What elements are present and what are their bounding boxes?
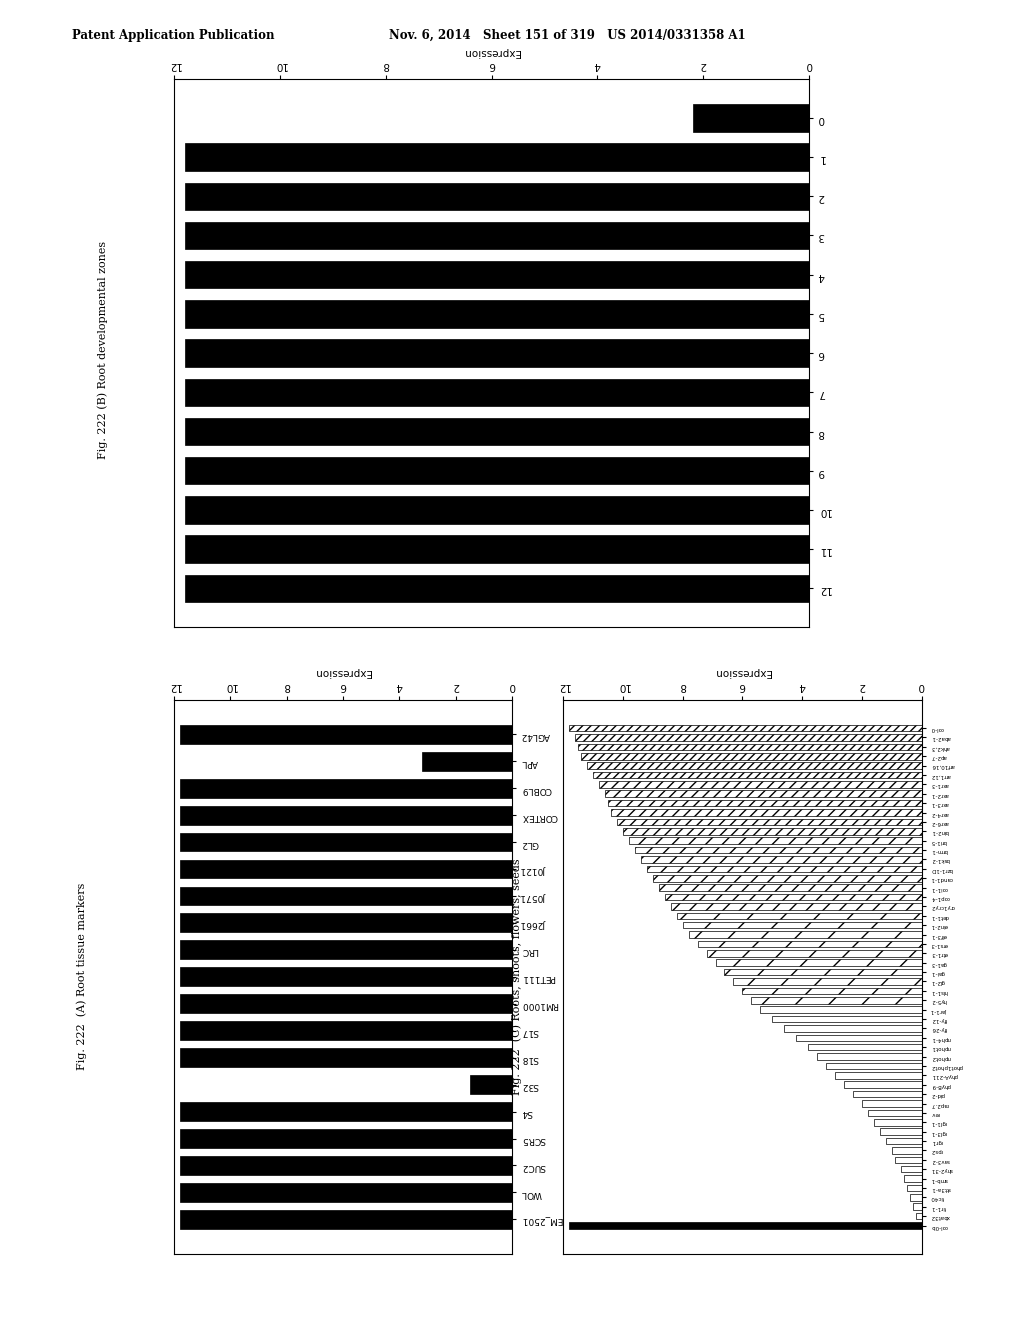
Bar xyxy=(752,997,922,1003)
Bar xyxy=(608,800,922,807)
Bar xyxy=(184,144,809,170)
Bar xyxy=(868,1110,922,1117)
Text: Fig. 222  (A) Root tissue markers: Fig. 222 (A) Root tissue markers xyxy=(77,883,87,1071)
Bar xyxy=(593,772,922,779)
Bar xyxy=(716,960,922,966)
Bar xyxy=(184,182,809,210)
Bar xyxy=(677,912,922,919)
Bar xyxy=(184,300,809,327)
Bar xyxy=(184,418,809,445)
Bar xyxy=(912,1204,922,1210)
Bar xyxy=(180,1022,512,1040)
Bar xyxy=(683,921,922,928)
Bar xyxy=(579,743,922,750)
Bar xyxy=(808,1044,922,1051)
Bar xyxy=(658,884,922,891)
Bar xyxy=(772,1016,922,1022)
Bar xyxy=(895,1156,922,1163)
Bar xyxy=(844,1081,922,1088)
Bar xyxy=(817,1053,922,1060)
Bar xyxy=(904,1175,922,1181)
Bar xyxy=(692,104,809,132)
Bar xyxy=(180,833,512,851)
Bar xyxy=(180,1102,512,1121)
Bar xyxy=(180,779,512,797)
Text: Fig. 222 (B) Root developmental zones: Fig. 222 (B) Root developmental zones xyxy=(97,240,108,459)
X-axis label: Expression: Expression xyxy=(463,46,520,57)
Bar xyxy=(725,969,922,975)
Bar xyxy=(873,1119,922,1126)
Bar xyxy=(605,791,922,797)
Text: Nov. 6, 2014   Sheet 151 of 319   US 2014/0331358 A1: Nov. 6, 2014 Sheet 151 of 319 US 2014/03… xyxy=(389,29,745,42)
Bar xyxy=(835,1072,922,1078)
Bar xyxy=(180,994,512,1014)
Bar xyxy=(582,752,922,759)
Bar xyxy=(180,1129,512,1148)
Bar xyxy=(797,1035,922,1041)
Bar xyxy=(180,1156,512,1175)
Bar xyxy=(184,457,809,484)
Bar xyxy=(915,1213,922,1220)
Bar xyxy=(653,875,922,882)
X-axis label: Expression: Expression xyxy=(314,667,372,677)
Bar xyxy=(184,536,809,562)
Bar xyxy=(733,978,922,985)
Bar xyxy=(184,339,809,367)
Bar xyxy=(184,574,809,602)
Bar xyxy=(635,847,922,854)
Bar xyxy=(665,894,922,900)
Bar xyxy=(826,1063,922,1069)
Bar xyxy=(184,379,809,407)
Bar xyxy=(180,968,512,986)
Bar xyxy=(707,950,922,957)
Bar xyxy=(629,837,922,843)
Bar xyxy=(470,1076,512,1094)
Bar xyxy=(901,1166,922,1172)
Bar xyxy=(422,752,512,771)
X-axis label: Expression: Expression xyxy=(714,667,771,677)
Text: Fig. 222  (C) Roots, shoots, flowers, seeds: Fig. 222 (C) Roots, shoots, flowers, see… xyxy=(512,858,522,1096)
Bar xyxy=(180,805,512,825)
Bar xyxy=(892,1147,922,1154)
Bar xyxy=(180,1048,512,1067)
Bar xyxy=(184,222,809,249)
Bar xyxy=(180,887,512,906)
Bar xyxy=(906,1184,922,1191)
Bar xyxy=(909,1195,922,1201)
Bar xyxy=(689,932,922,937)
Bar xyxy=(697,941,922,948)
Text: Patent Application Publication: Patent Application Publication xyxy=(72,29,274,42)
Bar xyxy=(853,1090,922,1097)
Bar xyxy=(611,809,922,816)
Bar xyxy=(180,1210,512,1229)
Bar xyxy=(616,818,922,825)
Bar xyxy=(641,857,922,863)
Bar xyxy=(862,1100,922,1106)
Bar xyxy=(575,734,922,741)
Bar xyxy=(760,1006,922,1012)
Bar xyxy=(886,1138,922,1144)
Bar xyxy=(647,866,922,873)
Bar xyxy=(180,940,512,960)
Bar xyxy=(623,828,922,834)
Bar xyxy=(180,1183,512,1201)
Bar xyxy=(569,725,922,731)
Bar xyxy=(180,859,512,878)
Bar xyxy=(180,725,512,743)
Bar xyxy=(599,781,922,788)
Bar xyxy=(180,913,512,932)
Bar xyxy=(569,1222,922,1229)
Bar xyxy=(742,987,922,994)
Bar xyxy=(880,1129,922,1135)
Bar xyxy=(184,496,809,524)
Bar xyxy=(184,261,809,288)
Bar xyxy=(784,1026,922,1032)
Bar xyxy=(671,903,922,909)
Bar xyxy=(587,763,922,770)
